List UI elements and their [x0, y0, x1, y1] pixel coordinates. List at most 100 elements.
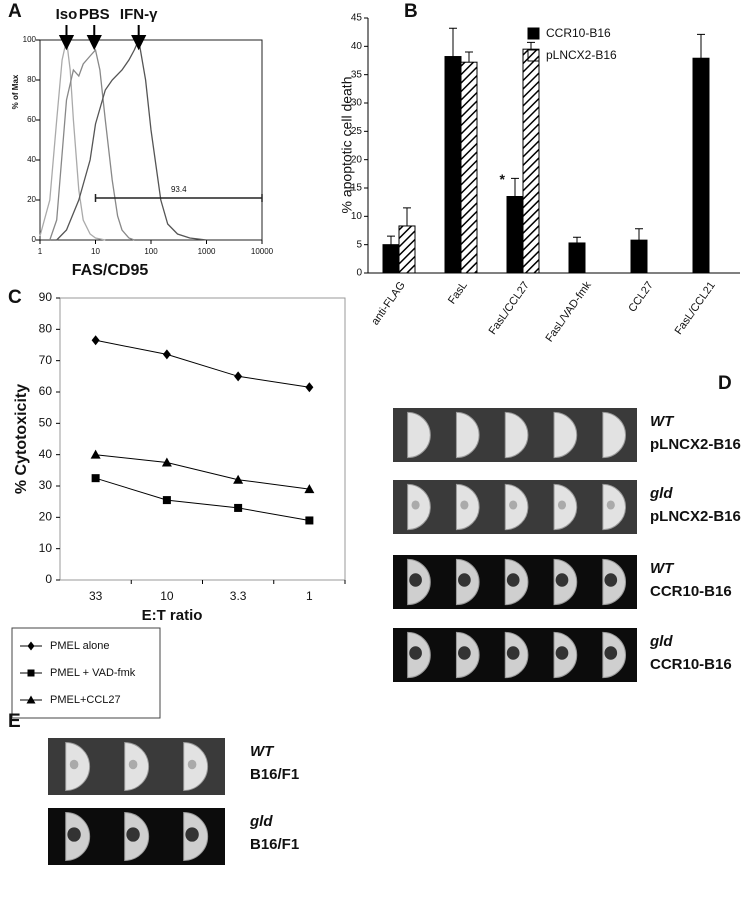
cell-line-label: pLNCX2-B16	[650, 436, 741, 453]
cell-line-label: CCR10-B16	[650, 583, 732, 600]
y-tick-label: 60	[27, 115, 36, 124]
x-tick-label: 10000	[251, 247, 274, 256]
y-tick-label: 60	[39, 384, 53, 398]
y-tick-label: 40	[351, 41, 363, 52]
y-tick-label: 40	[27, 155, 36, 164]
bar	[382, 244, 400, 274]
x-tick-label: anti-FLAG	[369, 280, 408, 328]
y-tick-label: 35	[351, 69, 363, 80]
marker	[234, 503, 243, 512]
tumor-lesion	[69, 759, 79, 770]
legend-label: CCR10-B16	[546, 26, 611, 40]
marker	[161, 457, 172, 467]
tumor-lesion	[604, 573, 618, 587]
tumor-tissue	[455, 411, 480, 459]
plot-frame	[59, 297, 346, 581]
legend-label: pLNCX2-B16	[546, 48, 617, 62]
tumor-lesion	[458, 646, 471, 660]
bar	[630, 239, 648, 274]
legend-label: PMEL alone	[50, 640, 110, 652]
legend-swatch	[527, 49, 540, 62]
tumor-lesion	[555, 646, 569, 660]
tumor-lesion	[506, 646, 520, 660]
bar	[692, 57, 710, 274]
y-tick-label: 50	[39, 416, 53, 430]
significance-mark: *	[499, 171, 505, 187]
arrow	[86, 25, 102, 51]
error-bar	[635, 228, 643, 241]
x-tick-label: FasL	[446, 280, 470, 307]
marker	[304, 484, 315, 494]
bar	[522, 48, 540, 274]
series-line	[95, 339, 310, 388]
tumor-lesion	[506, 573, 520, 587]
tumor-lesion	[606, 500, 615, 510]
y-tick-label: 45	[351, 13, 363, 24]
cell-line-label: CCR10-B16	[650, 656, 732, 673]
genotype-label: WT	[250, 743, 275, 760]
arrow	[58, 25, 75, 51]
tumor-lesion	[187, 759, 197, 770]
marker	[27, 641, 35, 651]
legend-label: PMEL+CCL27	[50, 694, 121, 706]
y-tick-label: 80	[39, 322, 53, 336]
curve-label: IFN-γ	[120, 6, 158, 23]
genotype-label: gld	[649, 485, 673, 502]
tumor-tissue	[553, 411, 578, 459]
genotype-label: gld	[649, 633, 673, 650]
y-tick-label: 30	[39, 478, 53, 492]
x-tick-label: 100	[144, 247, 158, 256]
marker	[162, 349, 171, 360]
marker	[234, 371, 243, 382]
tumor-lesion	[409, 573, 422, 587]
tumor-tissue	[602, 411, 627, 459]
y-axis-label: % apoptotic cell death	[339, 77, 355, 214]
y-tick-label: 70	[39, 353, 53, 367]
bar	[398, 225, 416, 274]
panel-label: A	[8, 1, 22, 22]
panel-label: B	[404, 1, 418, 22]
genotype-label: WT	[650, 560, 675, 577]
tumor-tissue	[504, 411, 529, 459]
tumor-lesion	[67, 827, 81, 842]
bar	[506, 196, 524, 274]
tumor-tissue	[407, 411, 431, 459]
bar	[460, 61, 478, 274]
tumor-lesion	[411, 500, 420, 510]
error-bar	[387, 235, 395, 245]
y-axis-label: % of Max	[11, 74, 20, 109]
x-tick-label: 1	[38, 247, 43, 256]
tumor-lesion	[128, 759, 138, 770]
y-tick-label: 20	[39, 510, 53, 524]
y-tick-label: 0	[32, 235, 37, 244]
marker	[233, 474, 244, 484]
y-tick-label: 20	[27, 195, 36, 204]
y-tick-label: 0	[45, 572, 52, 586]
cell-line-label: B16/F1	[250, 766, 299, 783]
x-tick-label: 10	[160, 589, 174, 603]
gate-line	[94, 194, 263, 202]
marker	[305, 516, 314, 525]
tumor-lesion	[604, 646, 618, 660]
panel-label: D	[718, 373, 732, 394]
error-bar	[573, 236, 581, 243]
series-line	[39, 39, 106, 241]
x-tick-label: FasL/CCL27	[487, 280, 532, 337]
x-tick-label: FasL/VAD-fmk	[543, 279, 594, 344]
tumor-lesion	[557, 500, 567, 510]
panel-label: E	[8, 711, 21, 732]
bar	[444, 56, 462, 274]
marker	[91, 335, 100, 346]
marker	[91, 474, 100, 483]
arrow	[131, 25, 147, 51]
marker	[305, 382, 314, 393]
series-line	[95, 454, 310, 490]
cell-line-label: pLNCX2-B16	[650, 508, 741, 525]
error-bar	[465, 51, 473, 63]
legend-swatch	[527, 27, 540, 40]
x-tick-label: 1	[306, 589, 313, 603]
error-bar	[527, 41, 535, 50]
marker	[27, 669, 35, 677]
y-tick-label: 5	[356, 239, 362, 250]
